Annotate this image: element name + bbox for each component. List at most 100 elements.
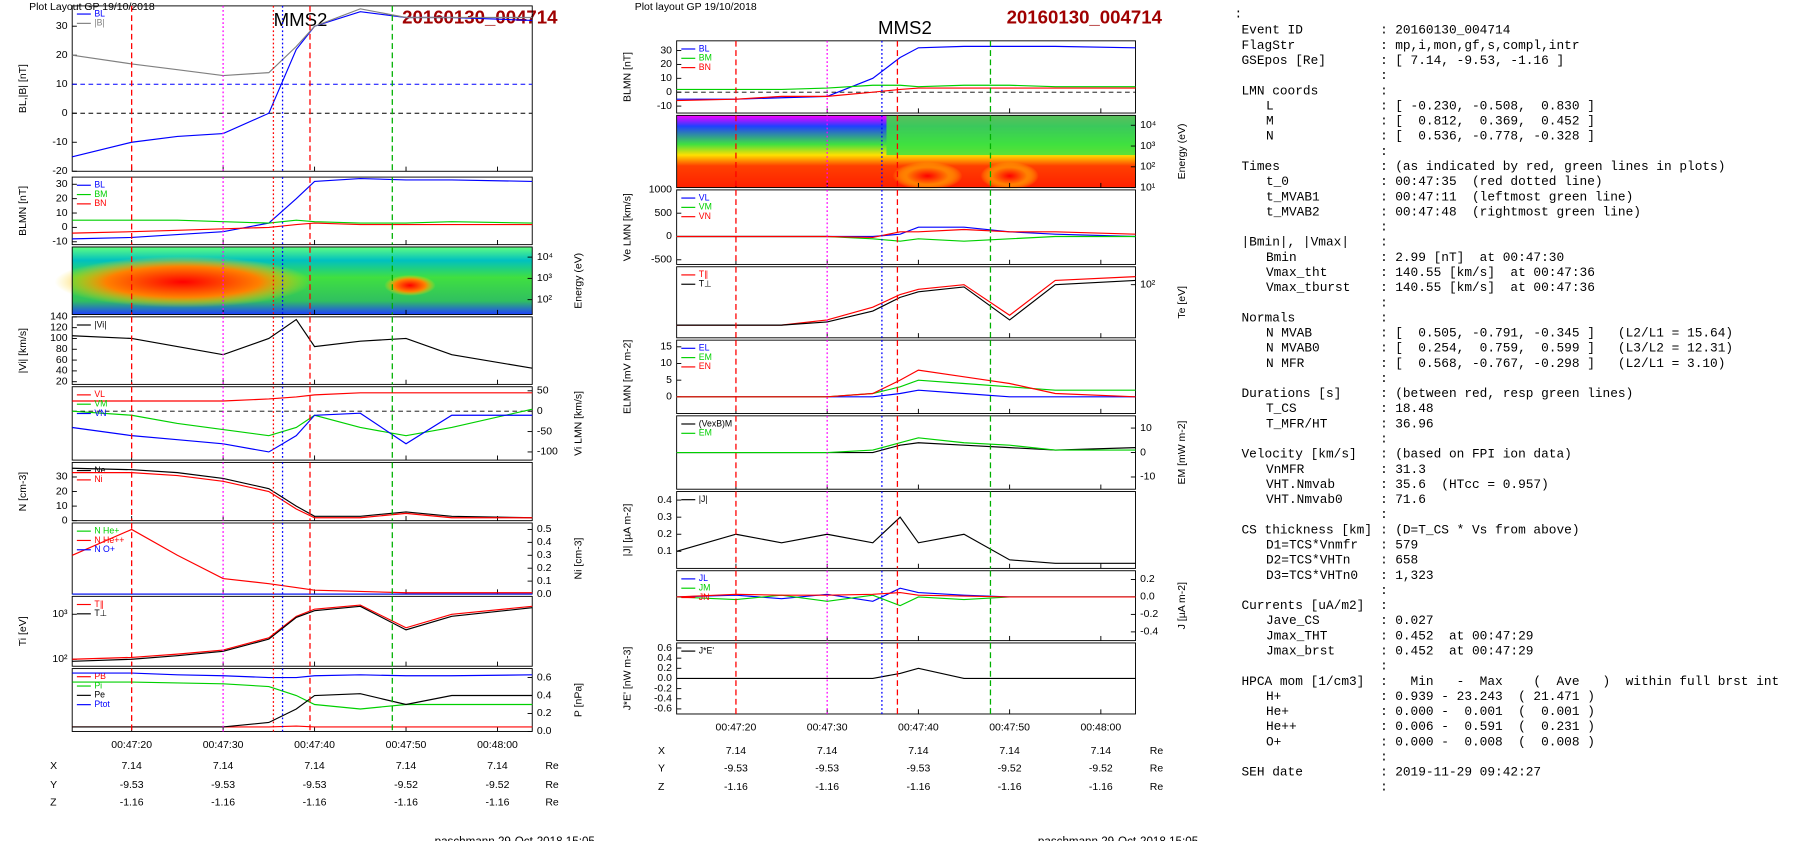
separator: : xyxy=(1380,613,1388,628)
panel-frame xyxy=(71,176,533,246)
separator: : xyxy=(1380,447,1388,462)
info-value: [ 0.812, 0.369, 0.452 ] xyxy=(1395,114,1595,129)
y-tick-label: 0.2 xyxy=(657,663,672,674)
separator: : xyxy=(1380,386,1388,401)
info-key: GSEpos [Re] xyxy=(1241,53,1325,68)
position-value: 7.14 xyxy=(999,746,1020,757)
info-value: [ 0.536, -0.778, -0.328 ] xyxy=(1395,129,1595,144)
spectrogram-region xyxy=(886,115,1136,156)
legend-label: EN xyxy=(699,361,711,371)
separator: : xyxy=(1380,144,1388,159)
separator: : xyxy=(1380,538,1388,553)
legend-label: VM xyxy=(94,399,107,409)
x-tick-label: 00:47:40 xyxy=(294,740,335,751)
position-unit: Re xyxy=(545,797,559,808)
info-key: D2=TCS*VHTn xyxy=(1266,553,1350,568)
info-key: He++ xyxy=(1266,719,1297,734)
position-value: -1.16 xyxy=(394,797,418,808)
series-line xyxy=(72,681,533,710)
position-value: 7.14 xyxy=(817,746,838,757)
position-value: -1.16 xyxy=(1089,782,1113,793)
position-label: Z xyxy=(658,782,665,793)
info-key: D3=TCS*VHTn0 xyxy=(1266,568,1358,583)
y-axis-label: Ti [eV] xyxy=(18,616,29,646)
legend-label: VN xyxy=(94,408,106,418)
y-axis-label: BLMN [nT] xyxy=(622,52,633,102)
legend-label: EM xyxy=(699,428,712,438)
info-key: Jmax_THT xyxy=(1266,628,1328,643)
info-key: Jmax_brst xyxy=(1266,643,1335,658)
info-value: [ -0.230, -0.508, 0.830 ] xyxy=(1395,98,1595,113)
plot-header: Plot layout GP 19/10/2018 xyxy=(635,2,757,13)
y-axis-label: |Vi| [km/s] xyxy=(18,328,29,373)
info-key: Vmax_tburst xyxy=(1266,280,1350,295)
y-tick-label: 0.4 xyxy=(657,653,672,664)
y-tick-label: 60 xyxy=(56,355,68,366)
y-tick-label: 0.6 xyxy=(657,643,672,654)
series-line xyxy=(72,8,533,77)
plot-title: MMS2 xyxy=(878,17,932,38)
plot-header: Plot Layout GP 19/10/2018 xyxy=(29,2,155,13)
legend-label: N He+ xyxy=(94,525,119,535)
separator: : xyxy=(1234,6,1242,21)
y-tick-label: 0.3 xyxy=(657,512,672,523)
separator: : xyxy=(1380,583,1388,598)
legend-label: |Vi| xyxy=(94,319,106,329)
info-key: D1=TCS*Vnmfr xyxy=(1266,538,1358,553)
legend-label: BM xyxy=(699,53,712,63)
position-label: X xyxy=(50,761,57,772)
legend-label: JL xyxy=(699,573,708,583)
info-value: 00:47:11 (leftmost green line) xyxy=(1395,189,1633,204)
y-tick-label: 30 xyxy=(56,21,68,32)
info-key: Normals xyxy=(1241,310,1295,325)
legend-label: T⊥ xyxy=(699,279,712,289)
y-tick-label: 100 xyxy=(50,333,68,344)
position-value: -1.16 xyxy=(211,797,235,808)
position-value: -9.52 xyxy=(394,780,418,791)
separator: : xyxy=(1380,401,1388,416)
series-line xyxy=(72,408,533,437)
y-tick-label: -0.6 xyxy=(654,704,672,715)
panel-frame xyxy=(676,114,1136,189)
y-axis-label: EM [mW m-2] xyxy=(1177,420,1188,484)
info-key: N MVAB0 xyxy=(1266,341,1320,356)
info-value: 0.939 - 23.243 ( 21.471 ) xyxy=(1395,689,1595,704)
x-tick-label: 00:47:50 xyxy=(989,723,1030,734)
info-value: 579 xyxy=(1395,538,1418,553)
panel-frame xyxy=(676,189,1136,265)
series-line xyxy=(676,591,1136,598)
series-line xyxy=(676,667,1136,680)
series-line xyxy=(72,177,533,240)
separator: : xyxy=(1380,204,1388,219)
info-key: O+ xyxy=(1266,734,1281,749)
position-value: -1.16 xyxy=(998,782,1022,793)
legend-label: JN xyxy=(699,592,710,602)
separator: : xyxy=(1380,295,1388,310)
position-label: Y xyxy=(50,780,57,791)
position-value: -1.16 xyxy=(303,797,327,808)
y-tick-label: -0.2 xyxy=(1140,609,1158,620)
y-tick-label: -20 xyxy=(52,166,67,177)
series-line xyxy=(676,442,1136,454)
separator: : xyxy=(1380,83,1388,98)
y-tick-label: 10 xyxy=(1140,423,1152,434)
y-tick-label: 0.3 xyxy=(537,550,552,561)
info-key: He+ xyxy=(1266,704,1289,719)
series-line xyxy=(72,412,533,453)
y-axis-label: |J| [µA m-2] xyxy=(622,504,633,557)
info-key: N xyxy=(1266,129,1274,144)
info-key: VHT.Nmvab0 xyxy=(1266,492,1343,507)
separator: : xyxy=(1380,432,1388,447)
y-tick-label: 10² xyxy=(1140,162,1156,173)
y-tick-label: 30 xyxy=(660,45,672,56)
legend-label: EL xyxy=(699,343,710,353)
info-key: Jave_CS xyxy=(1266,613,1320,628)
position-value: 7.14 xyxy=(1091,746,1112,757)
panel-frame xyxy=(71,668,533,732)
info-key: LMN coords xyxy=(1241,83,1318,98)
series-line xyxy=(676,437,1136,454)
legend-label: Pi xyxy=(94,680,102,690)
separator: : xyxy=(1380,659,1388,674)
series-line xyxy=(676,228,1136,239)
legend-label: |B| xyxy=(94,18,104,28)
